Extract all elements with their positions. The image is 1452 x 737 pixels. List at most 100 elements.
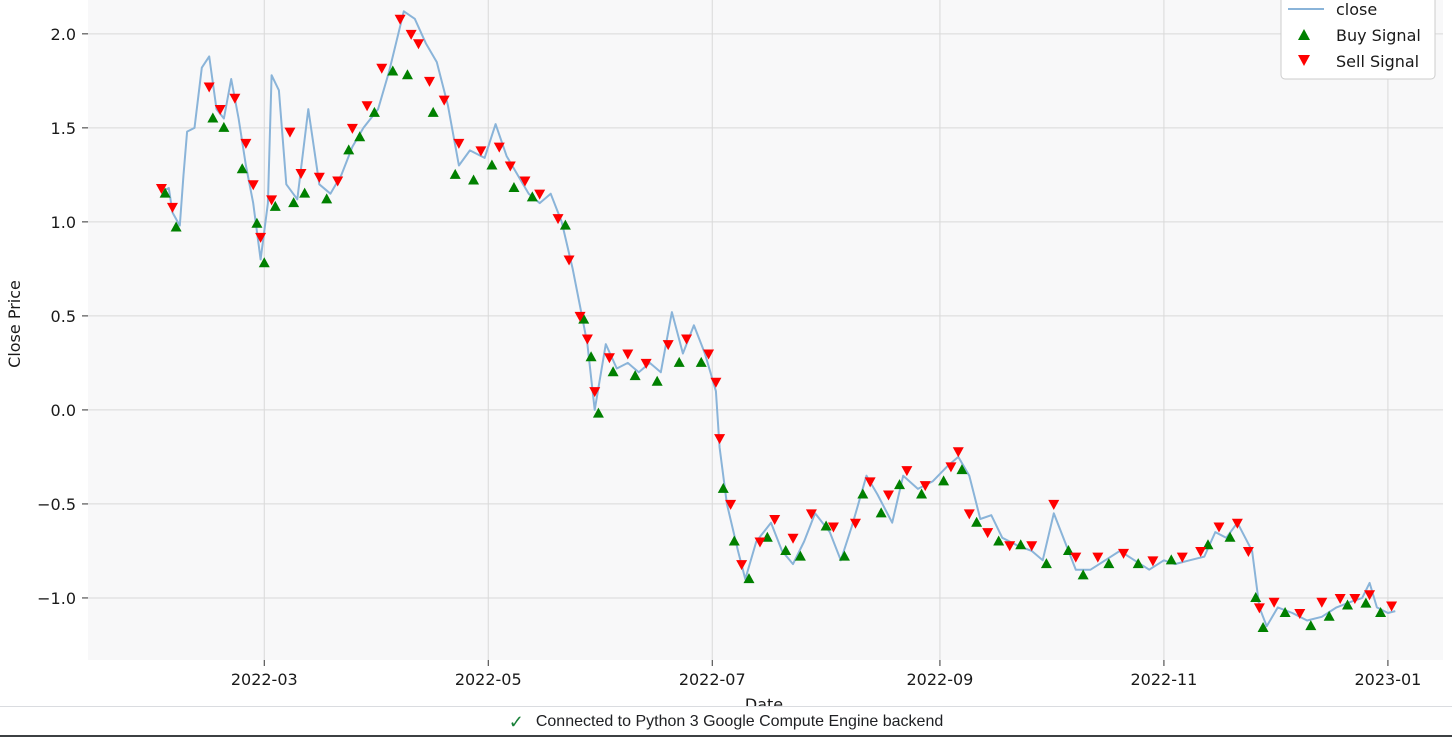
buy-signal-marker [486,159,498,170]
sell-signal-marker [919,481,931,492]
buy-signal-marker [559,219,571,230]
sell-signal-marker [453,138,465,149]
y-tick-label: 1.5 [51,119,76,138]
y-tick-label: 2.0 [51,25,76,44]
buy-signal-marker [343,144,355,155]
sell-signal-marker [736,560,748,571]
sell-signal-marker [1231,518,1243,529]
buy-signal-marker [780,544,792,555]
sell-signal-marker [412,39,424,50]
legend-sell-marker [1298,55,1310,66]
sell-signal-marker [295,168,307,179]
buy-signal-marker [236,163,248,174]
buy-signal-marker [299,187,311,198]
buy-signal-marker [578,313,590,324]
buy-signal-marker [321,193,333,204]
sell-signal-marker [864,477,876,488]
x-tick-label: 2022-11 [1130,670,1197,689]
sell-signal-marker [424,76,436,87]
x-tick-label: 2022-07 [679,670,746,689]
buy-signal-marker [971,516,983,527]
legend-box [1280,0,1436,80]
sell-signal-marker [963,509,975,520]
y-tick-label: 0.5 [51,307,76,326]
sell-signal-marker [361,101,373,112]
legend-buy-marker [1298,29,1310,40]
sell-signal-marker [622,349,634,360]
buy-signal-marker [368,106,380,117]
bottom-divider [0,735,1452,737]
axes: −1.0 −0.5 0.0 0.5 1.0 1.5 2.0 2022-03 2022-05 202… [37,25,1421,689]
buy-signal-marker [629,370,641,381]
sell-signal-marker [1386,601,1398,612]
sell-signal-marker [1253,603,1265,614]
buy-signal-marker [207,112,219,123]
sell-signal-marker [574,311,586,322]
status-text: Connected to Python 3 Google Compute Eng… [535,713,944,730]
sell-signal-marker [710,377,722,388]
buy-signal-marker [894,479,906,490]
sell-signal-marker [284,127,296,138]
y-axis-label: Close Price [5,280,24,368]
sell-signal-marker [166,202,178,213]
sell-signal-marker [229,93,241,104]
buy-signal-marker [1375,606,1387,617]
sell-signal-marker [1268,597,1280,608]
sell-signal-marker [603,353,615,364]
buy-signal-marker [1165,554,1177,565]
buy-signal-marker [857,488,869,499]
buy-signal-marker [1103,558,1115,569]
sell-signal-marker [1070,552,1082,563]
sell-signal-marker [952,447,964,458]
sell-signal-marker [640,358,652,369]
sell-signal-marker [1092,552,1104,563]
buy-signal-marker [1015,539,1027,550]
legend-close-label: close [1336,0,1377,19]
sell-signal-marker [1048,499,1060,510]
buy-signal-marker [993,535,1005,546]
sell-signal-marker [1334,593,1346,604]
buy-signal-marker [761,531,773,542]
x-tick-label: 2022-05 [455,670,522,689]
sell-signal-marker [563,255,575,266]
legend: close Buy Signal Sell Signal [1280,0,1436,80]
sell-signal-marker [1147,556,1159,567]
buy-signal-marker [218,121,230,132]
sell-signal-marker [901,466,913,477]
buy-signal-marker [916,488,928,499]
sell-signal-marker [1349,593,1361,604]
sell-signal-marker [504,161,516,172]
buy-signal-marker [875,507,887,518]
sell-signal-marker [214,105,226,116]
sell-signal-marker [1316,597,1328,608]
buy-signal-marker [354,131,366,142]
sell-signal-marker [849,518,861,529]
sell-signal-marker [394,14,406,25]
buy-signal-marker [1077,569,1089,580]
buy-signal-marker [1202,539,1214,550]
buy-signal-marker [1279,606,1291,617]
sell-signal-marker [827,522,839,533]
sell-signal-marker [475,146,487,157]
buy-signal-marker [1062,544,1074,555]
buy-signal-marker [1040,558,1052,569]
sell-signal-marker [313,172,325,183]
sell-signal-marker [255,232,267,243]
buy-signal-marker [607,366,619,377]
buy-signal-marker [159,187,171,198]
buy-signal-marker [673,356,685,367]
buy-signal-marker [585,351,597,362]
sell-signal-marker [1004,541,1016,552]
buy-signal-marker [508,182,520,193]
sell-signal-marker [376,63,388,74]
buy-signal-marker [728,535,740,546]
buy-signal-marker [468,174,480,185]
sell-signal-marker [240,138,252,149]
x-tick-label: 2023-01 [1354,670,1421,689]
sell-signal-marker [787,533,799,544]
buy-signal-marker [269,200,281,211]
sell-signal-marker [247,180,259,191]
buy-signal-marker [592,407,604,418]
x-axis-label: Date [745,695,783,706]
buy-signal-marker [1132,558,1144,569]
